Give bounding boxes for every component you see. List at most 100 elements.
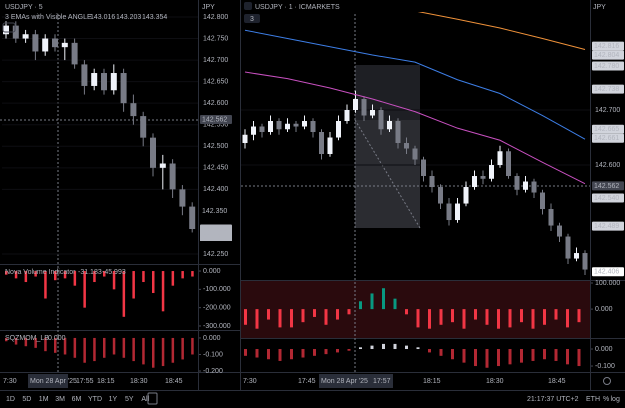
candle-body	[268, 121, 273, 133]
candle-body	[480, 176, 486, 179]
crosshair-time: 17:57	[373, 378, 391, 385]
y-tick-label: 0.000	[203, 335, 221, 342]
squeeze-bar	[301, 349, 305, 358]
squeeze-bar	[462, 349, 466, 363]
squeeze-bar	[122, 337, 126, 358]
range-button[interactable]: 5Y	[125, 396, 134, 403]
squeeze-bar	[336, 349, 339, 353]
crosshair-time: 17:55	[76, 378, 94, 385]
volume-bar	[428, 309, 431, 329]
squeeze-bar	[393, 343, 397, 350]
volume-bar	[485, 309, 489, 325]
squeeze-bar	[474, 349, 477, 367]
candle-body	[353, 98, 358, 111]
candle-body	[310, 121, 316, 133]
squeeze-bar	[73, 337, 77, 358]
crosshair-date-box	[319, 374, 393, 388]
squeeze-bar	[485, 349, 489, 368]
candle-body	[22, 34, 29, 39]
scale-option[interactable]: log	[611, 396, 620, 403]
y-tick-label: 0.000	[595, 306, 613, 313]
candle-body	[557, 225, 562, 237]
indicator-count: 3	[250, 16, 254, 23]
volume-bar	[416, 309, 420, 328]
y-tick-label: -200.000	[203, 305, 231, 312]
price-tag	[200, 115, 232, 125]
y-tick-label: -300.000	[203, 323, 231, 330]
candle-body	[140, 116, 147, 138]
time-label: 18:15	[423, 378, 441, 385]
price-tag-label: 142.661	[594, 135, 619, 142]
volume-bar	[267, 309, 270, 320]
candle-body	[421, 159, 426, 177]
squeeze-bar	[520, 349, 523, 363]
volume-bar	[370, 293, 374, 310]
candle-body	[285, 123, 290, 130]
candle-body	[548, 209, 554, 226]
range-button[interactable]: 1D	[6, 396, 15, 403]
volume-bar	[324, 309, 328, 325]
volume-bar	[313, 309, 316, 317]
time-label: 7:30	[3, 378, 17, 385]
squeeze-bar	[405, 345, 408, 350]
range-button[interactable]: 6M	[72, 396, 82, 403]
volume-bar	[577, 309, 581, 323]
candle-body	[52, 38, 58, 48]
volume-bar	[393, 298, 397, 310]
candle-body	[276, 121, 282, 130]
volume-bar	[161, 271, 165, 312]
volume-bar	[63, 271, 67, 279]
squeeze-bar	[93, 337, 96, 362]
candle-body	[42, 38, 49, 52]
volume-bar	[255, 309, 259, 329]
time-label: 18:30	[130, 378, 148, 385]
squeeze-bar	[359, 347, 362, 350]
range-button[interactable]: 3M	[55, 396, 65, 403]
squeeze-bar	[181, 337, 184, 360]
range-button[interactable]: 1M	[39, 396, 49, 403]
candle-body	[489, 165, 494, 179]
candle-body	[540, 192, 545, 210]
price-tag-label: 142.816	[594, 43, 619, 50]
session[interactable]: ETH	[586, 396, 600, 403]
volume-bar	[5, 271, 8, 275]
countdown-box	[200, 232, 232, 241]
volume-bar	[171, 271, 175, 286]
collapse-button[interactable]	[2, 22, 16, 33]
squeeze-bar	[267, 349, 270, 360]
candle-body	[446, 203, 452, 221]
symbol-icon	[244, 2, 252, 10]
squeeze-readout: 0.000	[48, 335, 66, 342]
scale-option[interactable]: %	[603, 396, 609, 403]
range-button[interactable]: All	[141, 396, 149, 403]
price-tag	[200, 206, 232, 216]
price-tag	[592, 84, 624, 94]
candle-body	[179, 189, 186, 207]
indicator-badge[interactable]	[244, 14, 260, 23]
candle-body	[463, 187, 469, 204]
volume-bar	[132, 271, 135, 299]
volume-bar	[24, 271, 28, 283]
candle-body	[565, 236, 571, 259]
candle-body	[293, 123, 299, 127]
y-tick-label: -0.200	[203, 368, 223, 375]
volume-bar	[520, 309, 523, 323]
squeeze-bar	[112, 337, 116, 355]
volume-bar	[382, 288, 385, 310]
y-tick-label: 0.000	[203, 268, 221, 275]
range-button[interactable]: YTD	[88, 396, 102, 403]
price-tag	[592, 124, 624, 134]
squeeze-bar	[244, 349, 247, 356]
symbol: USDJPY · 5	[5, 4, 43, 11]
range-button[interactable]: 1Y	[109, 396, 118, 403]
candle-body	[514, 176, 520, 190]
volume-bar	[359, 301, 362, 310]
volume-bar	[508, 309, 512, 328]
date-range-icon[interactable]	[147, 392, 158, 405]
volume-bar	[290, 309, 293, 328]
settings-icon[interactable]	[603, 377, 611, 385]
price-tag-label: 142.489	[594, 223, 619, 230]
time-label: 7:30	[243, 378, 257, 385]
range-button[interactable]: 5D	[22, 396, 31, 403]
squeeze-bar	[313, 349, 316, 356]
